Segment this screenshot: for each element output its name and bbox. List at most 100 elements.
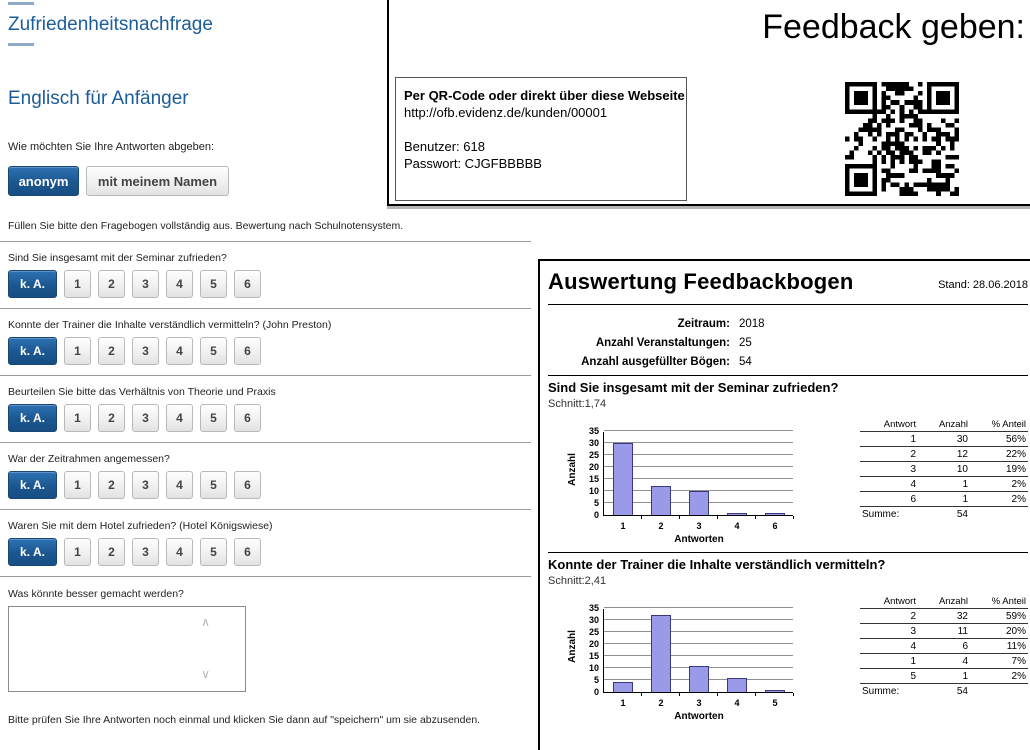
table-cell: 6 [918, 638, 970, 654]
anonymous-button[interactable]: anonym [8, 166, 79, 196]
table-row: 4 1 2% [860, 476, 1028, 492]
rating-q1-4[interactable]: 4 [166, 270, 193, 298]
meta-label: Zeitraum: [677, 318, 730, 330]
chart-ytick: 0 [593, 687, 599, 697]
section-average: Schnitt:2,41 [548, 575, 607, 587]
rating-q5-6[interactable]: 6 [234, 538, 261, 566]
rating-q5-ka[interactable]: k. A. [8, 538, 57, 566]
table-cell: 2% [970, 476, 1028, 492]
table-cell: 59% [970, 608, 1028, 624]
table-row: 6 1 2% [860, 491, 1028, 507]
table-cell: 2% [970, 491, 1028, 507]
chart-main: 0 5 10 15 20 25 30 35 [581, 604, 807, 697]
rating-q2-3[interactable]: 3 [132, 337, 159, 365]
chart-main: 0 5 10 15 20 25 30 35 [581, 427, 807, 520]
course-title: Englisch für Anfänger [8, 88, 189, 109]
table-cell: 11 [918, 623, 970, 639]
table-footer-empty [970, 507, 1028, 522]
chart-xtick: 2 [658, 698, 664, 708]
table-row: 3 10 19% [860, 461, 1028, 477]
chart-ylabel: Anzahl [566, 630, 578, 663]
chart-ytick: 30 [588, 615, 599, 625]
rating-q5-4[interactable]: 4 [166, 538, 193, 566]
title-dash-bottom [8, 43, 34, 46]
question-label-2: Konnte der Trainer die Inhalte verständl… [8, 319, 332, 331]
report-header-rule [548, 304, 1028, 305]
rating-q5-1[interactable]: 1 [64, 538, 91, 566]
chart-bar-2 [651, 486, 671, 515]
chart-xticks: 1 2 3 4 5 [604, 698, 794, 708]
rating-q2-6[interactable]: 6 [234, 337, 261, 365]
chart-ytick: 35 [588, 426, 599, 436]
scroll-down-icon[interactable]: ∨ [201, 667, 210, 681]
rating-q3-2[interactable]: 2 [98, 404, 125, 432]
rating-q4-3[interactable]: 3 [132, 471, 159, 499]
table-cell: 3 [860, 461, 918, 477]
question-separator [0, 442, 531, 443]
rating-q1-5[interactable]: 5 [200, 270, 227, 298]
table-footer-label: Summe: [862, 685, 900, 697]
rating-q3-6[interactable]: 6 [234, 404, 261, 432]
table-cell: 11% [970, 638, 1028, 654]
chart-xtick: 3 [696, 698, 702, 708]
rating-q5-3[interactable]: 3 [132, 538, 159, 566]
table-cell: 5 [860, 668, 918, 684]
feedback-info-panel: Feedback geben: Per QR-Code oder direkt … [387, 0, 1030, 206]
chart-gridline [604, 607, 793, 608]
table-footer-label: Summe: [862, 508, 900, 520]
title-dash-top [8, 2, 34, 5]
rating-q1-ka[interactable]: k. A. [8, 270, 57, 298]
chart-bar-3 [689, 666, 709, 692]
chart-gridline [604, 442, 793, 443]
table-cell: 30 [918, 431, 970, 447]
rating-q1-6[interactable]: 6 [234, 270, 261, 298]
rating-q2-1[interactable]: 1 [64, 337, 91, 365]
section-question: Konnte der Trainer die Inhalte verständl… [548, 557, 886, 572]
access-line1: Per QR-Code oder direkt über diese Webse… [404, 88, 687, 103]
question-label-5: Waren Sie mit dem Hotel zufrieden? (Hote… [8, 520, 273, 532]
rating-q4-ka[interactable]: k. A. [8, 471, 57, 499]
rating-q3-1[interactable]: 1 [64, 404, 91, 432]
rating-q2-ka[interactable]: k. A. [8, 337, 57, 365]
rating-q2-4[interactable]: 4 [166, 337, 193, 365]
table-row: 2 32 59% [860, 608, 1028, 624]
meta-row-3: Anzahl ausgefüllter Bögen: 54 [548, 356, 1028, 375]
with-name-button[interactable]: mit meinem Namen [86, 166, 229, 196]
rating-q3-5[interactable]: 5 [200, 404, 227, 432]
question-label-1: Sind Sie insgesamt mit der Seminar zufri… [8, 252, 227, 264]
chart-ytick: 35 [588, 603, 599, 613]
rating-q3-3[interactable]: 3 [132, 404, 159, 432]
rating-q4-2[interactable]: 2 [98, 471, 125, 499]
mode-button-row: anonym mit meinem Namen [8, 166, 531, 196]
rating-q1-1[interactable]: 1 [64, 270, 91, 298]
chart-ytick: 30 [588, 438, 599, 448]
rating-q4-5[interactable]: 5 [200, 471, 227, 499]
rating-row-5: k. A. 1 2 3 4 5 6 [8, 538, 531, 566]
rating-q1-2[interactable]: 2 [98, 270, 125, 298]
question-separator [0, 509, 531, 510]
rating-q3-4[interactable]: 4 [166, 404, 193, 432]
rating-q5-5[interactable]: 5 [200, 538, 227, 566]
rating-q4-1[interactable]: 1 [64, 471, 91, 499]
table-cell: 22% [970, 446, 1028, 462]
rating-q2-2[interactable]: 2 [98, 337, 125, 365]
table-row: 4 6 11% [860, 638, 1028, 654]
rating-q2-5[interactable]: 5 [200, 337, 227, 365]
table-cell: 1 [860, 653, 918, 669]
rating-q1-3[interactable]: 3 [132, 270, 159, 298]
report-header: Auswertung Feedbackbogen Stand: 28.06.20… [548, 269, 1028, 295]
comments-textarea[interactable] [8, 606, 246, 692]
table-header: % Anteil [970, 418, 1028, 432]
section-rule [548, 552, 1028, 553]
rating-q5-2[interactable]: 2 [98, 538, 125, 566]
chart-ytick: 20 [588, 639, 599, 649]
table-cell: 2 [860, 446, 918, 462]
rating-q4-4[interactable]: 4 [166, 471, 193, 499]
scroll-up-icon[interactable]: ∧ [201, 615, 210, 629]
open-question-label: Was könnte besser gemacht werden? [8, 588, 184, 600]
rating-q4-6[interactable]: 6 [234, 471, 261, 499]
rating-row-1: k. A. 1 2 3 4 5 6 [8, 270, 531, 298]
rating-q3-ka[interactable]: k. A. [8, 404, 57, 432]
table-footer-row: Summe: 54 [860, 507, 1028, 522]
answer-table: Antwort Anzahl% Anteil 1 30 56% 2 12 22% 3 10 19% 4… [860, 418, 1028, 521]
